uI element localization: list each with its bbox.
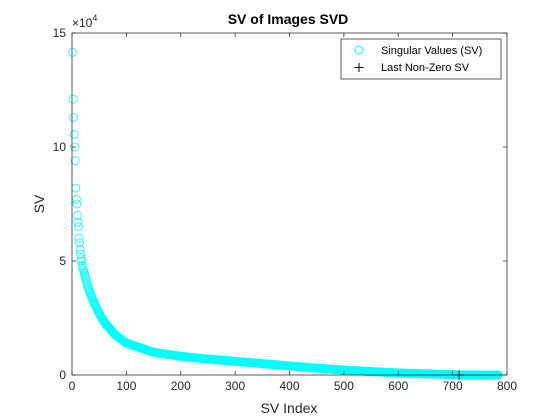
- x-tick-label: 100: [116, 379, 136, 393]
- y-tick-label: 5: [59, 254, 66, 268]
- x-tick-label: 400: [279, 379, 299, 393]
- plot-background: [72, 33, 507, 375]
- sv-point: [69, 130, 79, 139]
- chart-title: SV of Images SVD: [228, 11, 349, 27]
- x-axis-label: SV Index: [261, 400, 318, 416]
- sv-point: [70, 156, 80, 166]
- sv-point: [74, 233, 84, 243]
- y-tick-label: 15: [53, 26, 67, 40]
- legend-entry-last-non-zero-sv: Last Non-Zero SV: [381, 62, 470, 74]
- x-axis-ticks: 0 100 200 300 400 500 600 700 800: [69, 33, 517, 393]
- y-tick-label: 0: [59, 368, 66, 382]
- sv-point: [77, 256, 87, 266]
- sv-point: [75, 238, 85, 248]
- legend-plus-marker-icon: [354, 63, 364, 72]
- sv-point: [70, 142, 80, 152]
- sv-point: [76, 249, 86, 259]
- legend-box: [340, 38, 502, 80]
- x-tick-label: 700: [443, 379, 463, 393]
- sv-point: [75, 245, 85, 255]
- legend-entry-singular-values: Singular Values (SV): [381, 45, 482, 57]
- sv-point: [73, 210, 82, 220]
- x-tick-label: 0: [69, 379, 76, 393]
- sv-point: [68, 94, 78, 104]
- y-axis-ticks: 0 5 10 15: [53, 26, 507, 382]
- y-axis-label: SV: [31, 194, 47, 213]
- y-tick-label: 10: [53, 140, 67, 154]
- x-tick-label: 200: [171, 379, 191, 393]
- plot-area: 0 100 200 300 400 500 600 700 800 0 5 10 15: [53, 26, 518, 393]
- sv-point: [72, 199, 82, 209]
- legend-circle-marker-icon: [354, 45, 364, 55]
- y-axis-exponent: ×104: [72, 13, 97, 30]
- x-tick-label: 800: [497, 379, 517, 393]
- sv-point: [74, 222, 83, 232]
- legend: Singular Values (SV) Last Non-Zero SV: [340, 38, 502, 80]
- sv-point: [69, 112, 79, 122]
- sv-point: [68, 47, 77, 57]
- x-tick-label: 600: [388, 379, 408, 393]
- x-tick-label: 500: [334, 379, 354, 393]
- sv-point: [73, 217, 83, 227]
- singular-values-series: [68, 47, 503, 380]
- x-tick-label: 300: [225, 379, 245, 393]
